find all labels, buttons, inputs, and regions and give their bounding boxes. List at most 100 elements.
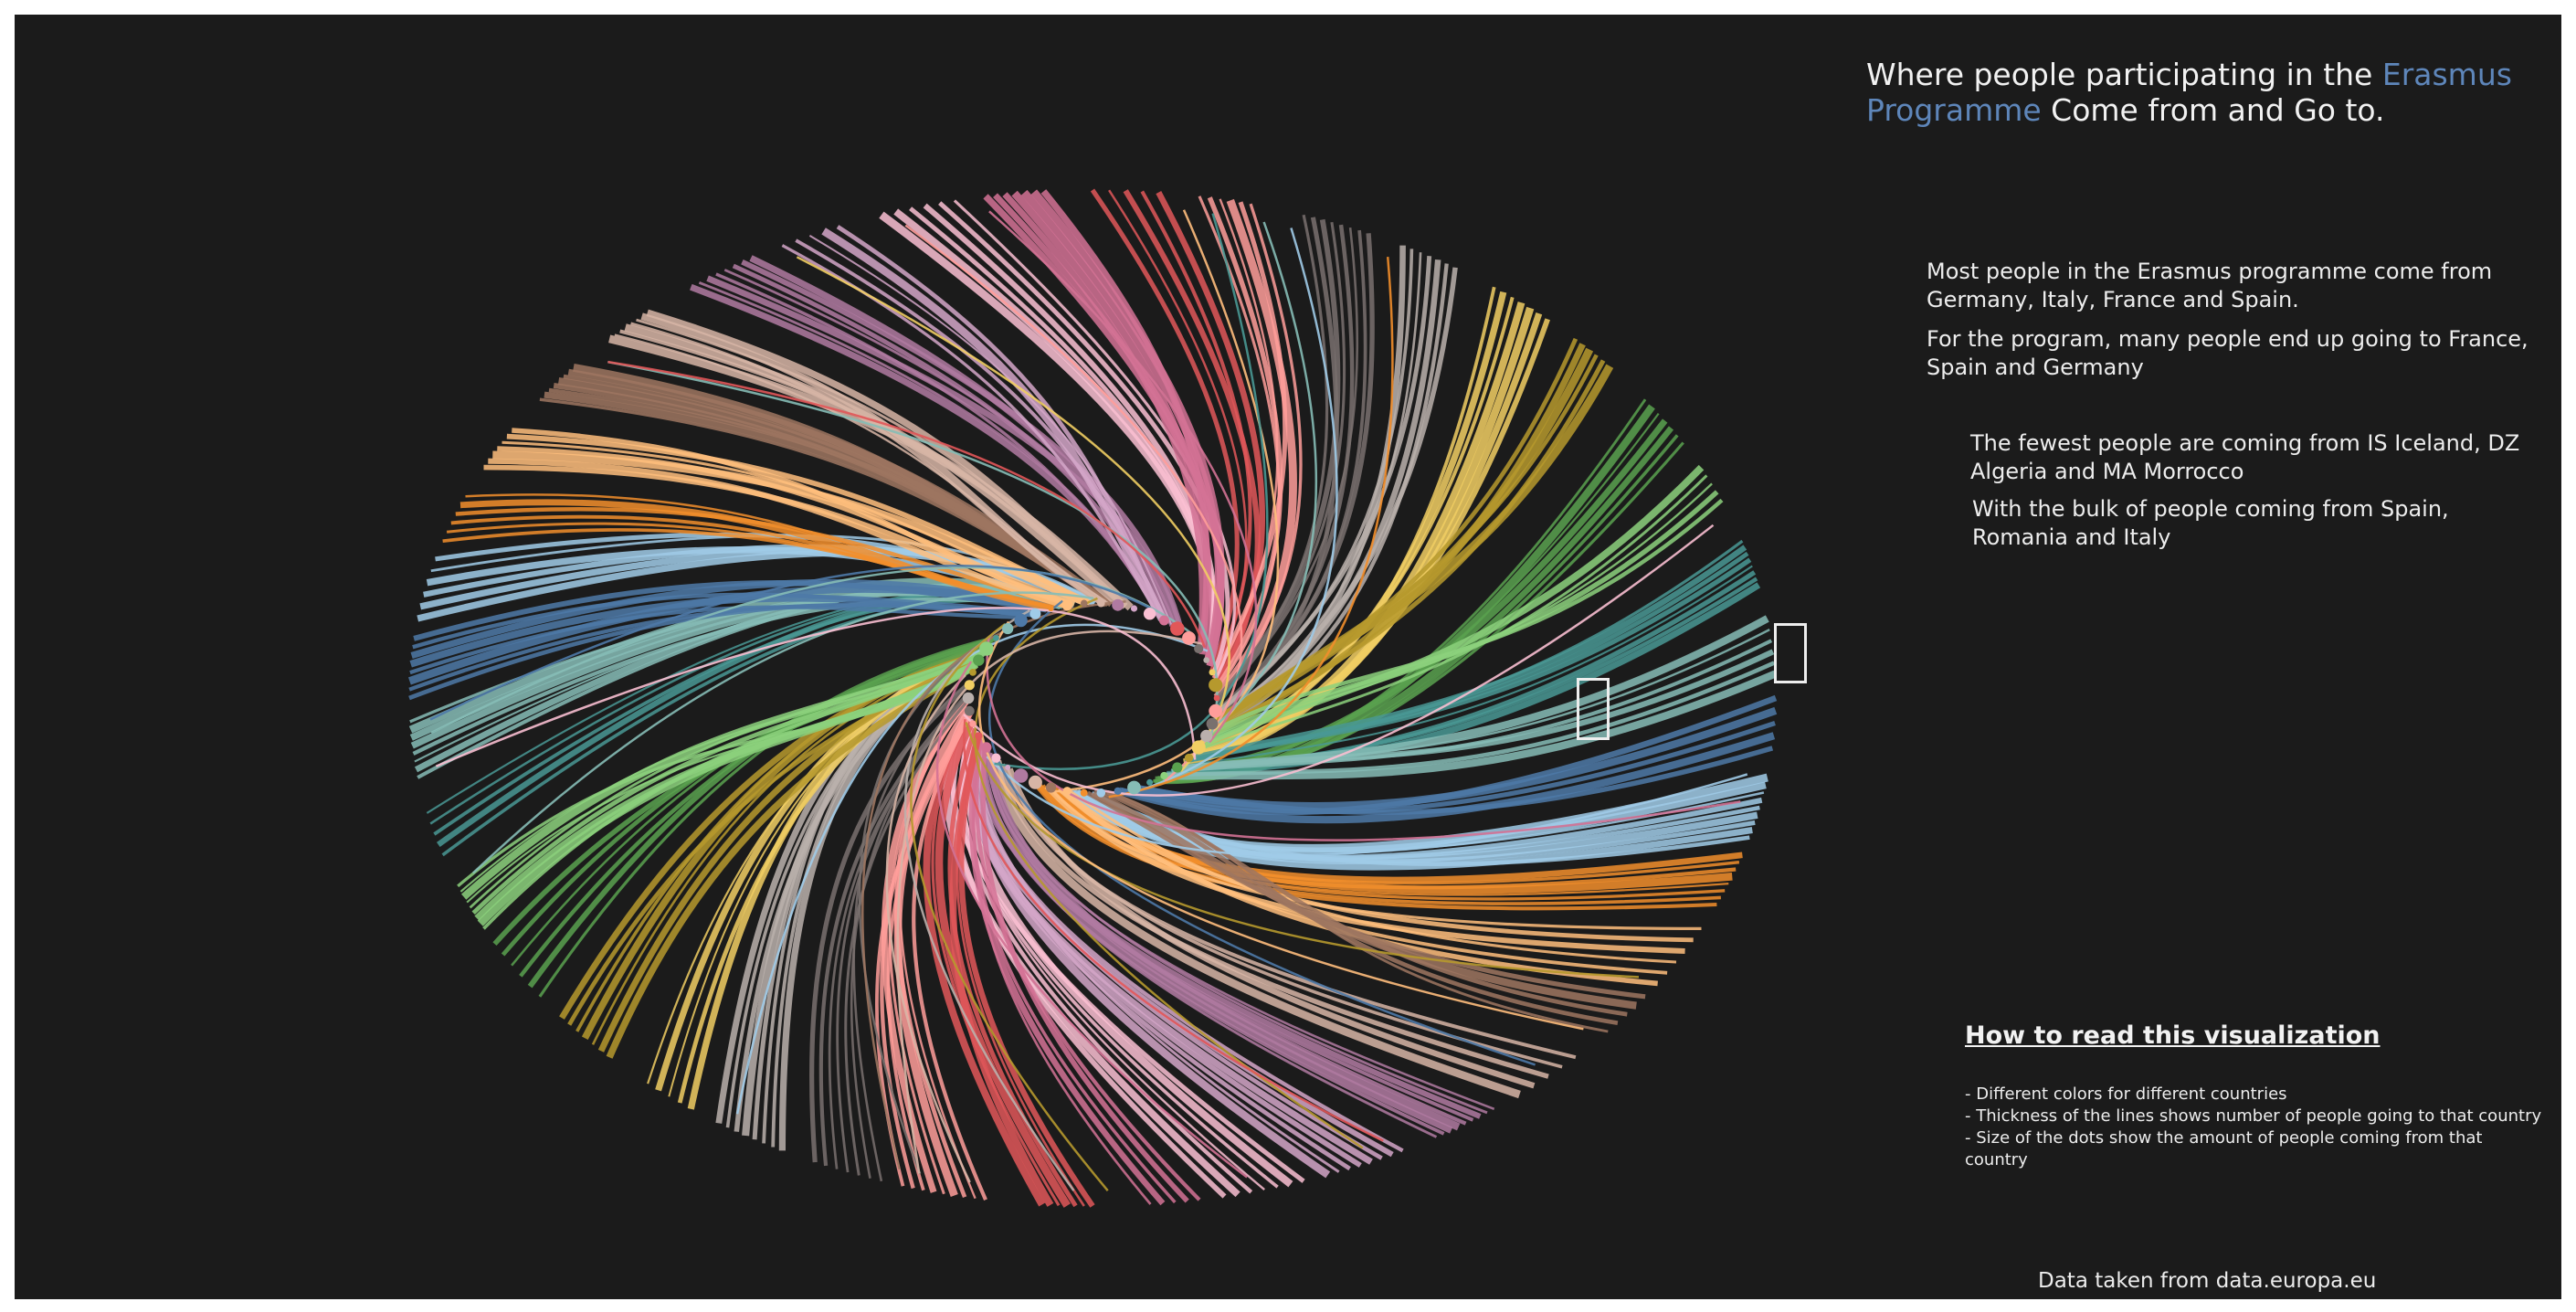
flow-ribbon: [1175, 649, 1775, 772]
origin-dot: [1112, 598, 1124, 611]
flow-ribbon: [457, 667, 976, 888]
flow-ribbon: [1030, 189, 1225, 664]
flow-line: [910, 622, 1109, 1192]
origin-dot: [1114, 787, 1122, 795]
insight-origin-fewest: The fewest people are coming from IS Ice…: [1970, 430, 2520, 484]
origin-dot: [981, 742, 992, 753]
flow-ribbon: [875, 713, 972, 1187]
flow-ribbon: [1209, 364, 1614, 727]
origin-dot: [1206, 717, 1219, 730]
origin-dot: [1061, 599, 1073, 611]
title-highlight: Erasmus Programme: [1866, 57, 2512, 128]
flow-ribbon: [497, 446, 1075, 607]
origin-dot: [1002, 622, 1014, 635]
origin-dot: [1028, 775, 1042, 789]
flow-ribbon: [1044, 784, 1685, 954]
flow-ribbon: [512, 428, 1071, 608]
origin-dot: [1013, 768, 1029, 783]
flow-ribbon: [1040, 189, 1210, 653]
origin-dot: [993, 635, 999, 641]
flow-ribbon: [466, 665, 977, 904]
origin-dot: [1045, 782, 1057, 793]
origin-dot: [991, 753, 1001, 763]
flow-line: [988, 210, 1258, 743]
flow-ribbon: [938, 201, 1230, 676]
flow-ribbon: [886, 714, 972, 1191]
flow-ribbon: [606, 662, 978, 1059]
origin-dot: [1209, 704, 1223, 718]
flow-ribbon: [488, 458, 1065, 608]
flow-ribbon: [1002, 192, 1206, 651]
flow-ribbon: [501, 440, 1082, 605]
chord-diagram: [407, 188, 1778, 1208]
origin-dot: [1097, 598, 1105, 608]
flow-ribbon: [821, 227, 1166, 621]
flow-ribbon: [972, 739, 1152, 1205]
flow-ribbon: [640, 312, 1107, 607]
flow-ribbon: [949, 735, 1054, 1207]
title-part-2: Come from and Go to.: [2041, 92, 2385, 128]
flow-ribbon: [1106, 790, 1628, 1017]
missing-glyph-icon: [1774, 623, 1807, 683]
origin-dots: [962, 598, 1223, 798]
flow-line: [471, 591, 1094, 874]
howto-item: - Different colors for different countri…: [1965, 1085, 2287, 1104]
origin-dot: [1200, 729, 1213, 743]
flow-ribbon: [1135, 746, 1774, 815]
flow-line: [987, 599, 1536, 1066]
origin-dot: [1127, 780, 1141, 795]
flow-line: [1108, 256, 1394, 799]
origin-dot: [1081, 599, 1088, 607]
flow-ribbon: [646, 309, 1128, 609]
origin-dot: [1014, 613, 1028, 628]
howto-item: - Thickness of the lines shows number of…: [1965, 1106, 2542, 1126]
flow-line: [1049, 209, 1280, 794]
origin-dot: [1213, 694, 1220, 702]
origin-dot: [1130, 605, 1138, 612]
flow-ribbon: [1178, 565, 1753, 767]
origin-dot: [1203, 657, 1209, 663]
flow-ribbon: [1061, 788, 1694, 943]
flow-ribbon: [459, 499, 1052, 612]
howto-title: How to read this visualization: [1965, 1021, 2381, 1050]
flow-ribbon: [1187, 545, 1747, 762]
flow-line: [935, 661, 1248, 1179]
flow-ribbon: [459, 653, 983, 893]
origin-dot: [1029, 608, 1041, 619]
origin-dot: [1191, 740, 1206, 755]
origin-dot: [964, 680, 975, 691]
flow-ribbon: [1215, 227, 1359, 704]
flow-ribbon: [409, 605, 1027, 675]
origin-dot: [1209, 678, 1223, 693]
origin-dot: [1160, 771, 1168, 780]
origin-dot: [969, 720, 977, 727]
origin-dot: [1209, 669, 1216, 676]
origin-dot: [1096, 788, 1106, 798]
origin-dot: [973, 654, 985, 666]
flow-ribbon: [1118, 732, 1776, 824]
origin-dot: [964, 705, 975, 716]
flow-ribbon: [991, 757, 1521, 1099]
origin-dot: [1182, 631, 1196, 645]
flow-ribbon: [1185, 557, 1752, 764]
flow-ribbon: [1214, 218, 1341, 702]
flow-line: [977, 620, 1584, 1031]
flow-line: [429, 565, 1155, 721]
origin-dot: [1172, 762, 1183, 773]
flow-ribbon: [1109, 790, 1609, 1033]
insight-origin-bulk: With the bulk of people coming from Spai…: [1972, 496, 2449, 550]
flow-ribbon: [1163, 670, 1777, 780]
flow-ribbon: [1210, 267, 1458, 725]
flow-line: [994, 213, 1269, 771]
flow-ribbon: [465, 493, 1054, 609]
howto-list: - Different colors for different countri…: [1965, 1084, 2550, 1171]
flow-line: [896, 630, 1203, 1174]
flow-ribbon: [1167, 582, 1761, 778]
origin-dot: [1080, 788, 1088, 797]
origin-dot: [1005, 765, 1011, 770]
origin-dot: [1158, 615, 1169, 626]
flow-line: [986, 756, 1748, 857]
flow-ribbon: [624, 323, 1124, 609]
flow-ribbon: [413, 580, 1047, 641]
insight-origin-most: Most people in the Erasmus programme com…: [1927, 259, 2493, 312]
